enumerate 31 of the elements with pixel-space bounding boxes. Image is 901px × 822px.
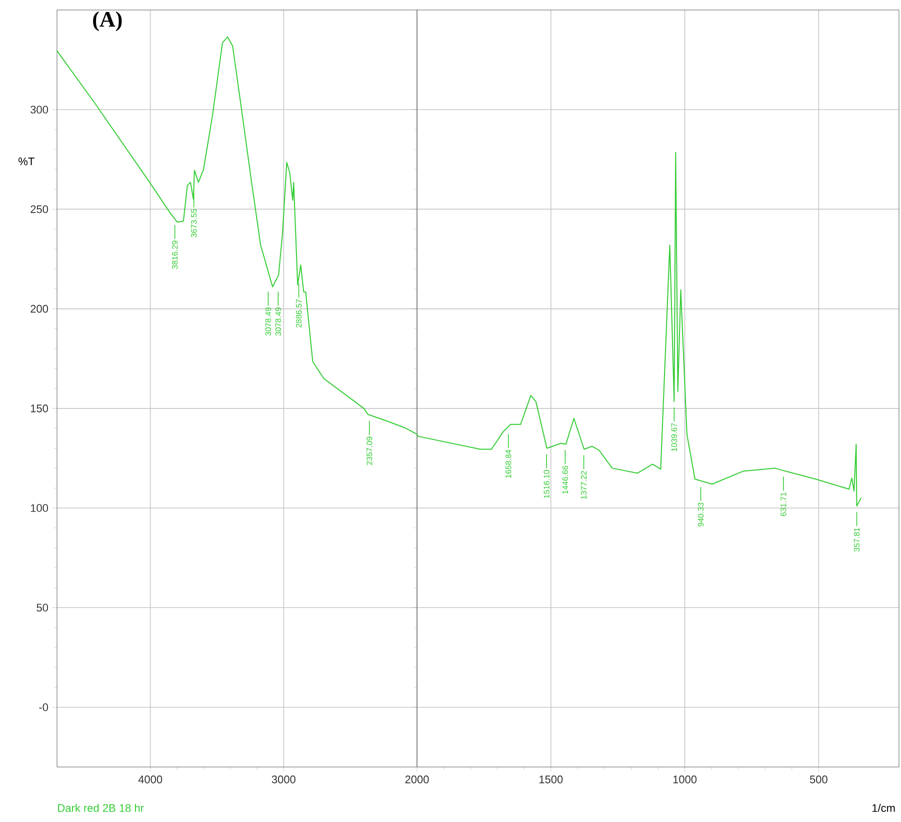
annotation: 1516.10 (544, 470, 550, 498)
annotation: 3078.49 (275, 307, 282, 336)
y-tick-label: 100 (30, 504, 48, 512)
text: Dark red 2B 18 hr (58, 804, 144, 812)
annotation: 1658.84 (506, 450, 512, 478)
x-tick-label: 1500 (539, 776, 563, 784)
annotation: 2886.57 (296, 299, 302, 328)
annotation: 3078.49 (265, 307, 272, 336)
annotation: 631.71 (780, 492, 786, 516)
x-tick-label: 2000 (405, 776, 429, 784)
y-tick-label: 200 (30, 304, 48, 313)
annotation: 2357.09 (366, 436, 372, 465)
annotation: 1377.22 (580, 471, 587, 499)
x-axis-title: 1/cm (872, 804, 895, 812)
y-axis-title: %T (18, 158, 34, 166)
y-tick-label: 50 (36, 604, 48, 612)
annotation: 3816.29 (172, 240, 178, 269)
annotation: 1446.66 (562, 466, 568, 494)
chart-title: (A) (93, 11, 122, 32)
annotation: 940.33 (698, 502, 704, 526)
y-tick-label: 150 (30, 404, 48, 412)
annotation: 3673.55 (191, 209, 197, 238)
annotation: 357.81 (854, 528, 860, 552)
y-tick-label: 300 (30, 106, 48, 114)
x-tick-label: 4000 (138, 776, 162, 784)
x-tick-label: 500 (810, 776, 828, 784)
y-tick-label: 250 (30, 205, 48, 214)
x-tick-label: 1000 (673, 776, 697, 784)
annotation: 1039.67 (671, 423, 677, 452)
y-tick-label: -0 (39, 703, 48, 712)
x-tick-label: 3000 (272, 776, 296, 784)
